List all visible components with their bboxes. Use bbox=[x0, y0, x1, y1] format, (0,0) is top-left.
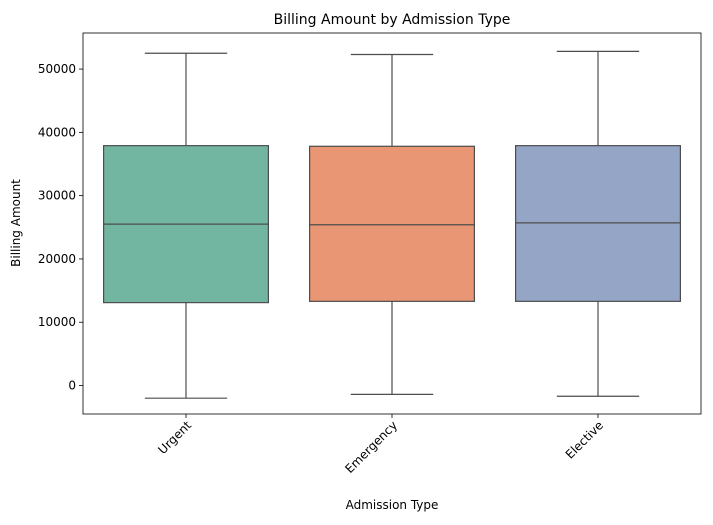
x-tick-label: Elective bbox=[563, 418, 606, 461]
y-tick-label: 0 bbox=[68, 379, 76, 393]
x-axis: Urgent Emergency Elective bbox=[155, 414, 606, 476]
y-tick-label: 30000 bbox=[38, 189, 76, 203]
box-plot-series bbox=[102, 50, 681, 399]
y-tick-label: 50000 bbox=[38, 62, 76, 76]
x-axis-label: Admission Type bbox=[346, 498, 439, 512]
iqr-box bbox=[309, 145, 476, 302]
x-tick-label: Urgent bbox=[155, 418, 194, 457]
box-urgent bbox=[102, 52, 270, 399]
chart-title: Billing Amount by Admission Type bbox=[274, 12, 511, 28]
iqr-box bbox=[514, 145, 681, 302]
x-tick-label: Emergency bbox=[342, 418, 400, 476]
y-axis-label: Billing Amount bbox=[9, 179, 23, 267]
box-elective bbox=[514, 50, 681, 397]
y-tick-label: 20000 bbox=[38, 252, 76, 266]
y-axis: 0 10000 20000 30000 40000 50000 bbox=[38, 62, 83, 393]
y-tick-label: 40000 bbox=[38, 125, 76, 139]
y-tick-label: 10000 bbox=[38, 315, 76, 329]
box-emergency bbox=[309, 53, 476, 395]
